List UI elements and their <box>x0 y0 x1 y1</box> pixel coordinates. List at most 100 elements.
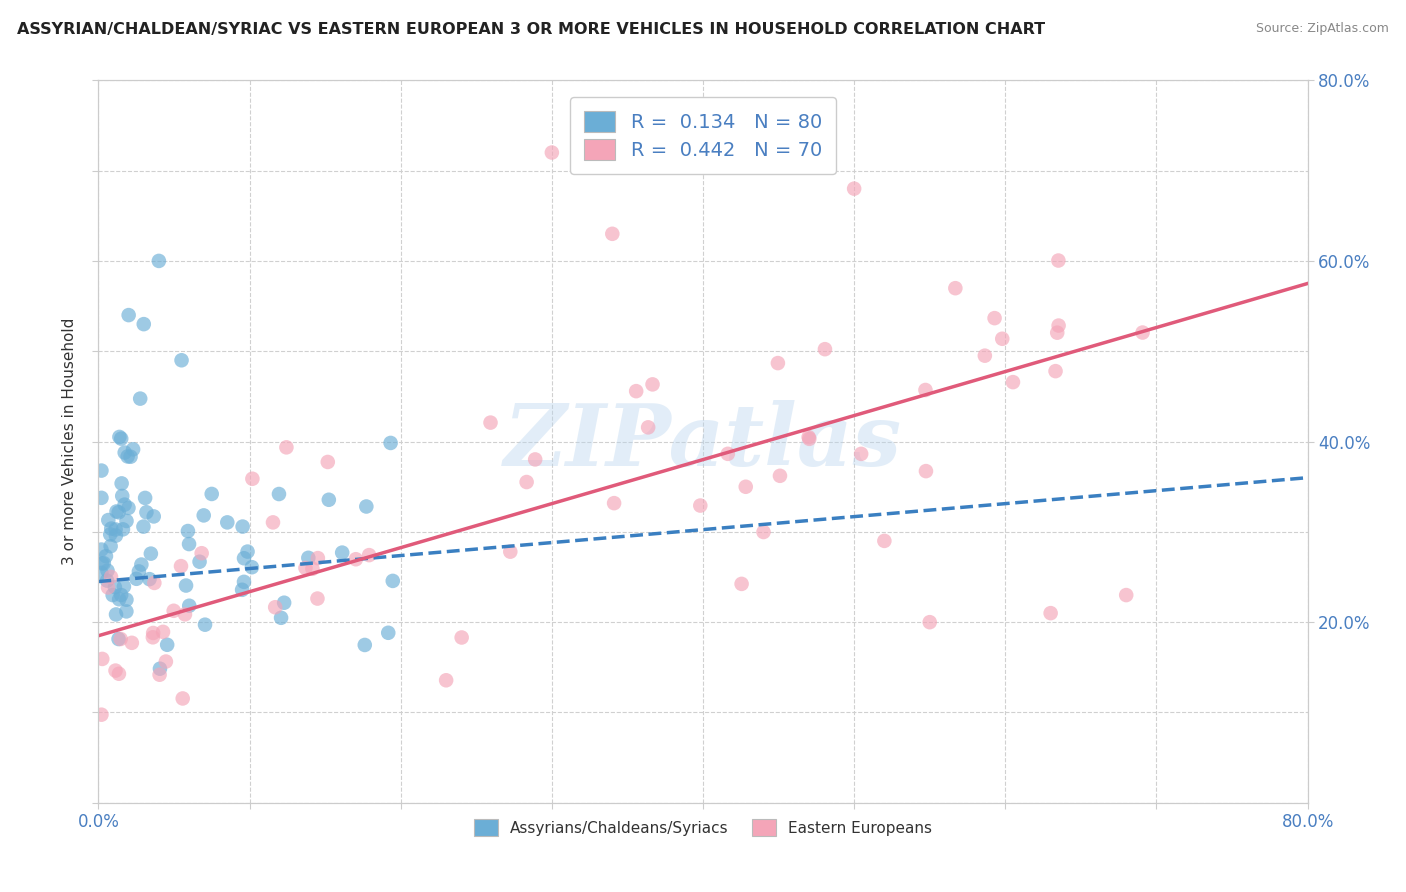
Point <box>138 572 160 586</box>
Point <box>143 576 166 591</box>
Point <box>149 667 172 681</box>
Point <box>217 516 239 530</box>
Legend: Assyrians/Chaldeans/Syriacs, Eastern Europeans: Assyrians/Chaldeans/Syriacs, Eastern Eur… <box>467 814 939 842</box>
Point <box>142 630 165 644</box>
Point <box>107 632 129 646</box>
Point <box>122 442 145 457</box>
Point <box>97 581 120 595</box>
Point <box>377 625 399 640</box>
Point <box>231 582 253 597</box>
Point <box>117 450 139 464</box>
Point <box>273 596 295 610</box>
Point <box>603 496 626 510</box>
Point <box>110 432 132 446</box>
Point <box>108 592 131 607</box>
Point <box>915 464 938 478</box>
Point <box>297 550 319 565</box>
Text: ASSYRIAN/CHALDEAN/SYRIAC VS EASTERN EUROPEAN 3 OR MORE VEHICLES IN HOUSEHOLD COR: ASSYRIAN/CHALDEAN/SYRIAC VS EASTERN EURO… <box>17 22 1045 37</box>
Point <box>120 450 142 464</box>
Point <box>149 662 172 676</box>
Point <box>301 562 323 576</box>
Point <box>112 580 135 594</box>
Point <box>983 311 1005 326</box>
Point <box>769 468 792 483</box>
Point <box>90 566 112 580</box>
Point <box>131 558 153 572</box>
Point <box>516 475 538 489</box>
Point <box>148 254 170 268</box>
Point <box>873 533 896 548</box>
Point <box>142 509 165 524</box>
Point <box>450 631 472 645</box>
Point <box>262 516 284 530</box>
Point <box>114 498 136 512</box>
Point <box>155 655 177 669</box>
Point <box>111 489 134 503</box>
Point <box>170 559 193 574</box>
Point <box>359 548 381 562</box>
Y-axis label: 3 or more Vehicles in Household: 3 or more Vehicles in Household <box>62 318 77 566</box>
Point <box>973 349 995 363</box>
Point <box>94 549 117 563</box>
Point <box>190 546 212 560</box>
Point <box>172 691 194 706</box>
Point <box>307 591 329 606</box>
Point <box>114 445 136 459</box>
Point <box>233 551 256 566</box>
Point <box>1047 318 1070 333</box>
Point <box>90 707 112 722</box>
Point <box>110 588 132 602</box>
Point <box>194 617 217 632</box>
Point <box>100 570 122 584</box>
Point <box>96 564 118 578</box>
Point <box>90 542 112 557</box>
Point <box>637 420 659 434</box>
Point <box>1115 588 1137 602</box>
Point <box>752 524 775 539</box>
Point <box>115 514 138 528</box>
Point <box>93 556 115 570</box>
Point <box>499 544 522 558</box>
Point <box>356 500 378 514</box>
Point <box>108 666 131 681</box>
Point <box>316 455 339 469</box>
Point <box>110 632 132 646</box>
Point <box>330 546 353 560</box>
Point <box>353 638 375 652</box>
Point <box>1039 606 1062 620</box>
Point <box>115 604 138 618</box>
Point <box>111 522 134 536</box>
Point <box>236 544 259 558</box>
Point <box>125 572 148 586</box>
Point <box>170 353 193 368</box>
Point <box>918 615 941 630</box>
Point <box>188 555 211 569</box>
Text: ZIPatlas: ZIPatlas <box>503 400 903 483</box>
Point <box>117 500 139 515</box>
Point <box>111 476 134 491</box>
Point <box>914 383 936 397</box>
Point <box>814 342 837 356</box>
Point <box>479 416 502 430</box>
Point <box>624 384 647 399</box>
Point <box>98 527 121 541</box>
Point <box>163 604 186 618</box>
Point <box>193 508 215 523</box>
Point <box>139 547 162 561</box>
Point <box>717 447 740 461</box>
Point <box>991 332 1014 346</box>
Point <box>142 626 165 640</box>
Point <box>118 308 141 322</box>
Point <box>152 624 174 639</box>
Point <box>174 607 197 622</box>
Point <box>177 524 200 538</box>
Point <box>799 432 821 446</box>
Point <box>104 664 127 678</box>
Point <box>267 487 290 501</box>
Point <box>101 588 124 602</box>
Point <box>434 673 457 688</box>
Point <box>540 145 562 160</box>
Point <box>1001 375 1024 389</box>
Point <box>1046 326 1069 340</box>
Point <box>641 377 664 392</box>
